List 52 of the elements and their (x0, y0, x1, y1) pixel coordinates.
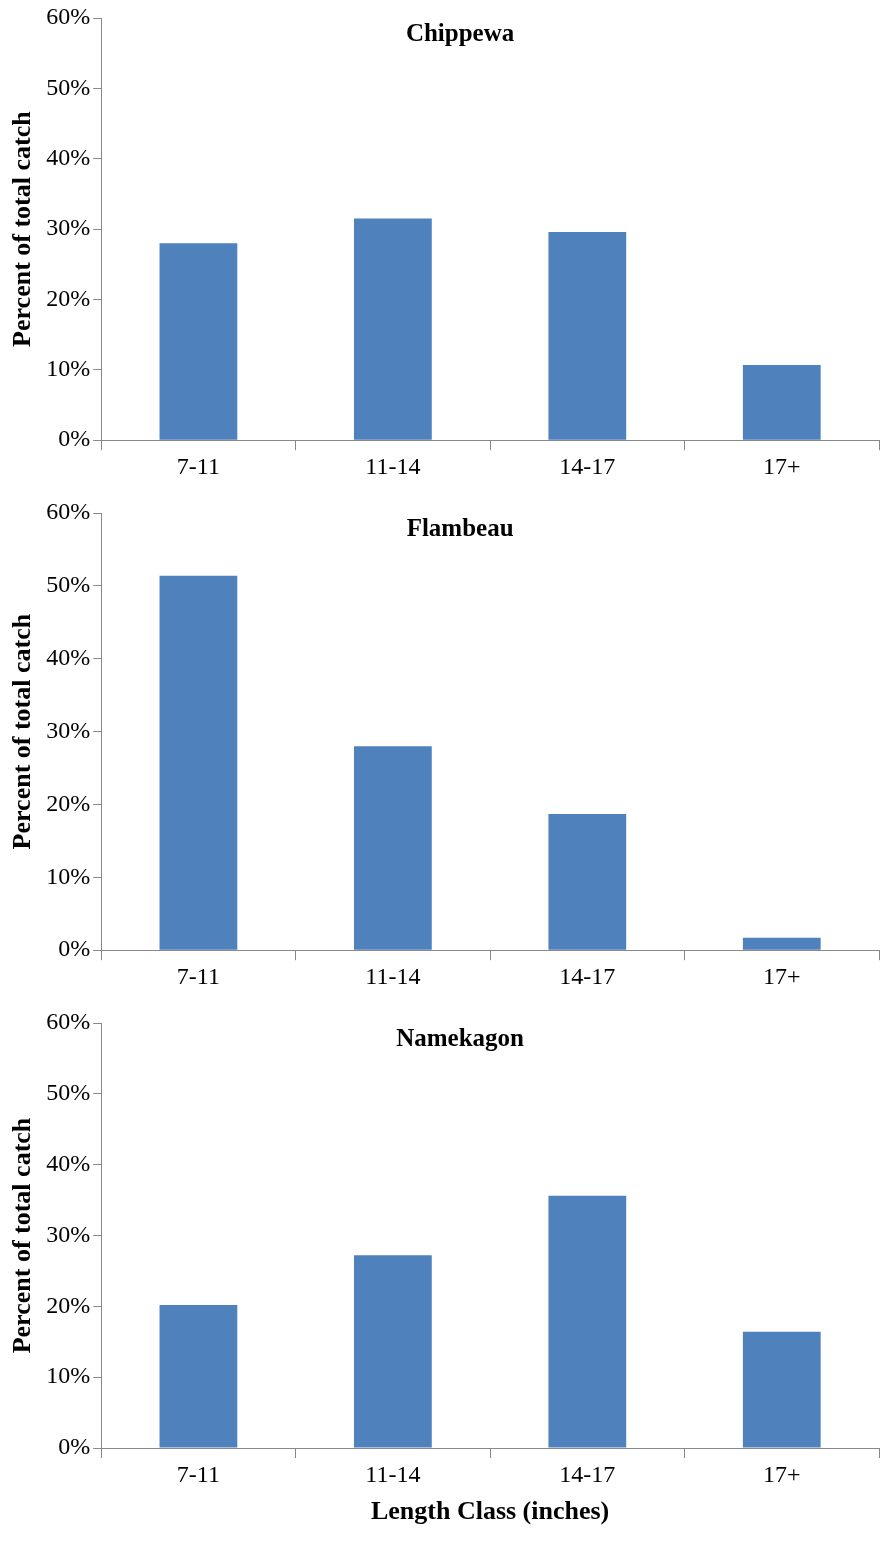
x-tick-label: 14-17 (559, 1460, 616, 1487)
bar (159, 243, 238, 440)
y-tick-label: 40% (46, 644, 91, 671)
y-tick-label: 30% (46, 716, 91, 743)
x-axis-title: Length Class (inches) (370, 1496, 610, 1526)
y-tick-label: 30% (46, 1220, 91, 1247)
bar (353, 746, 432, 950)
y-tick-label: 50% (46, 1079, 91, 1106)
y-tick-label: 20% (46, 284, 91, 311)
bar (548, 813, 627, 950)
y-tick-label: 10% (46, 355, 91, 382)
y-tick-label: 10% (46, 1362, 91, 1389)
x-tick-label: 7-11 (176, 962, 220, 989)
y-tick-label: 0% (58, 1433, 91, 1460)
x-tick-label: 17+ (763, 962, 801, 989)
x-tick-label: 14-17 (559, 962, 616, 989)
x-tick-label: 11-14 (365, 962, 421, 989)
y-tick-label: 60% (46, 3, 91, 30)
bar (742, 364, 821, 440)
y-tick-label: 50% (46, 571, 91, 598)
y-tick-label: 0% (58, 935, 91, 962)
y-tick-label: 30% (46, 214, 91, 241)
x-tick-label: 7-11 (176, 1460, 220, 1487)
bar (159, 1304, 238, 1448)
y-tick-label: 60% (46, 498, 91, 525)
x-tick-label: 7-11 (176, 452, 220, 479)
bar (353, 1255, 432, 1448)
bar (548, 231, 627, 440)
y-axis-title: Percent of total catch (7, 110, 37, 347)
x-tick-label: 11-14 (365, 1460, 421, 1487)
chart-title: Flambeau (406, 513, 514, 541)
bar (548, 1195, 627, 1448)
y-axis-title: Percent of total catch (7, 1117, 37, 1354)
y-tick-label: 40% (46, 144, 91, 171)
y-tick-label: 20% (46, 789, 91, 816)
y-tick-label: 50% (46, 73, 91, 100)
y-tick-label: 0% (58, 425, 91, 452)
y-tick-label: 10% (46, 862, 91, 889)
x-tick-label: 17+ (763, 1460, 801, 1487)
bar (742, 937, 821, 950)
x-tick-label: 14-17 (559, 452, 616, 479)
chart-title: Namekagon (396, 1023, 525, 1051)
chart-title: Chippewa (405, 18, 515, 46)
x-tick-label: 11-14 (365, 452, 421, 479)
bar (742, 1331, 821, 1448)
y-tick-label: 40% (46, 1149, 91, 1176)
y-tick-label: 20% (46, 1291, 91, 1318)
x-tick-label: 17+ (763, 452, 801, 479)
y-axis-title: Percent of total catch (7, 613, 37, 850)
y-tick-label: 60% (46, 1008, 91, 1035)
bar (159, 575, 238, 950)
bar (353, 218, 432, 440)
